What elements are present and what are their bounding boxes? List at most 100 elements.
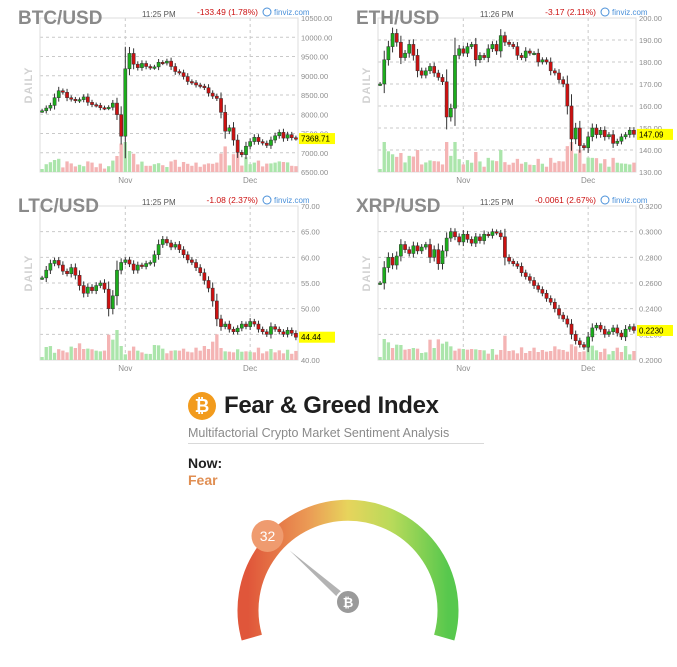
volume-bar xyxy=(98,163,103,172)
candle xyxy=(48,263,53,271)
candle xyxy=(131,53,136,65)
volume-bar xyxy=(569,142,574,172)
y-tick-label: 160.00 xyxy=(639,102,662,111)
volume-bar xyxy=(486,353,490,360)
volume-bar xyxy=(281,353,286,360)
volume-bar xyxy=(156,345,161,360)
volume-bar xyxy=(235,349,240,360)
candle xyxy=(273,326,277,330)
volume-bar xyxy=(190,352,194,360)
candle xyxy=(194,262,198,268)
x-tick-label: Dec xyxy=(243,364,257,373)
candle xyxy=(227,127,232,132)
volume-bar xyxy=(144,165,148,172)
candle xyxy=(498,232,503,238)
volume-bar xyxy=(403,162,407,172)
volume-bar xyxy=(273,352,277,360)
volume-bar xyxy=(115,156,119,172)
volume-bar xyxy=(136,164,140,172)
candle xyxy=(102,107,107,110)
volume-bar xyxy=(432,161,436,172)
volume-bar xyxy=(461,164,465,172)
candle xyxy=(615,140,620,144)
candle xyxy=(411,44,416,56)
candle xyxy=(194,82,198,86)
volume-bar xyxy=(478,161,482,172)
candle xyxy=(419,70,424,76)
volume-bar xyxy=(553,162,557,172)
volume-bar xyxy=(136,350,140,360)
candle xyxy=(219,318,223,327)
volume-bar xyxy=(65,161,69,172)
candle xyxy=(44,269,49,279)
volume-bar xyxy=(578,352,582,360)
price-change: -1.08 (2.37%) xyxy=(207,195,259,205)
volume-bar xyxy=(569,344,574,360)
candle xyxy=(260,328,265,333)
candle xyxy=(202,85,207,88)
candle xyxy=(239,152,244,155)
candle xyxy=(428,244,432,258)
volume-bar xyxy=(202,346,207,360)
candle xyxy=(206,87,211,94)
volume-bar xyxy=(515,353,520,360)
y-tick-label: 60.00 xyxy=(301,253,320,262)
volume-bar xyxy=(382,142,386,172)
candle xyxy=(569,105,574,140)
volume-bar xyxy=(561,350,565,360)
candle xyxy=(532,52,536,55)
candle xyxy=(90,102,94,105)
volume-bar xyxy=(461,349,465,360)
y-tick-label: 0.2800 xyxy=(639,253,662,262)
volume-bar xyxy=(582,163,586,172)
finviz-icon xyxy=(600,195,610,205)
y-tick-label: 0.2600 xyxy=(639,279,662,288)
xrp-usd-chart: XRP/USD 11:25 PM -0.0061 (2.67%) finviz.com… xyxy=(338,188,677,378)
candle xyxy=(81,96,86,100)
candle xyxy=(227,323,232,330)
candle xyxy=(223,323,228,327)
y-tick-label: 0.2000 xyxy=(639,356,662,365)
divider xyxy=(188,443,484,444)
candle xyxy=(415,245,420,252)
volume-bar xyxy=(411,348,416,360)
candle xyxy=(627,326,632,330)
candle xyxy=(235,327,240,333)
volume-bar xyxy=(440,343,445,360)
volume-bar xyxy=(536,158,540,172)
volume-bar xyxy=(57,158,61,172)
candle xyxy=(148,262,153,265)
candle xyxy=(440,77,445,83)
y-tick-label: 0.3000 xyxy=(639,228,662,237)
candle xyxy=(52,97,57,106)
candle xyxy=(277,132,282,137)
volume-bar xyxy=(482,166,486,172)
candle xyxy=(264,142,269,146)
candle xyxy=(181,249,186,256)
candle xyxy=(285,134,290,139)
candle xyxy=(486,233,491,236)
volume-bar xyxy=(399,345,403,360)
now-label: Now: xyxy=(188,455,223,471)
volume-bar xyxy=(211,341,215,360)
volume-bar xyxy=(48,162,53,172)
candle xyxy=(73,267,78,276)
volume-bar xyxy=(186,163,190,172)
candle xyxy=(528,276,532,281)
volume-bar xyxy=(235,152,240,172)
volume-bar xyxy=(623,346,628,360)
y-tick-label: 0.2400 xyxy=(639,305,662,314)
candle xyxy=(65,92,69,98)
volume-bar xyxy=(532,347,536,360)
volume-bar xyxy=(252,352,256,360)
volume-bar xyxy=(273,162,277,172)
candle xyxy=(127,259,132,265)
candle xyxy=(511,260,516,265)
volume-bar xyxy=(77,164,82,172)
volume-bar xyxy=(403,349,407,360)
candle xyxy=(165,239,169,244)
volume-bar xyxy=(511,350,515,360)
volume-bar xyxy=(474,349,478,360)
volume-bar xyxy=(219,153,223,172)
candle xyxy=(586,336,590,348)
